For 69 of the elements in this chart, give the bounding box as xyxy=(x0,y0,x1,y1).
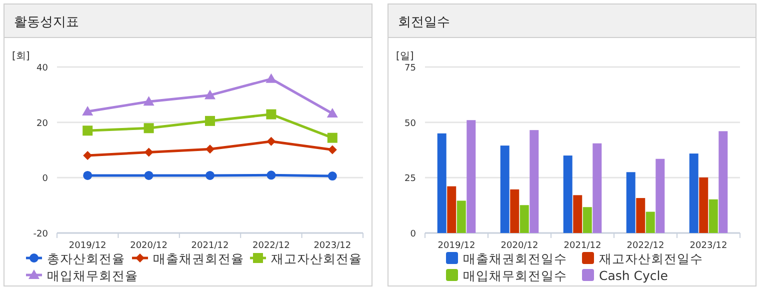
bar xyxy=(530,130,539,233)
point xyxy=(144,148,154,157)
bar xyxy=(626,172,636,233)
bar xyxy=(573,195,582,233)
legend-label: 매출채권회전일수 xyxy=(463,251,567,266)
x-tick-label: 2021/12 xyxy=(564,241,602,251)
point xyxy=(266,73,277,83)
legend-label: 매입채무회전일수 xyxy=(463,268,567,283)
bar xyxy=(699,177,708,233)
chart-title: 활동성지표 xyxy=(14,15,79,30)
y-tick-label: 75 xyxy=(404,64,416,74)
point xyxy=(266,136,276,146)
point xyxy=(326,108,338,118)
y-tick-label: 0 xyxy=(42,174,48,184)
point xyxy=(206,170,214,180)
bar xyxy=(563,156,572,233)
bar xyxy=(437,133,446,233)
bar xyxy=(582,207,592,233)
legend-label: 재고자산회전일수 xyxy=(599,251,703,266)
point xyxy=(204,90,216,100)
y-tick-label: 50 xyxy=(404,118,416,129)
legend-label: Cash Cycle xyxy=(599,268,668,283)
bar xyxy=(500,146,510,233)
bar xyxy=(689,154,698,233)
point xyxy=(206,144,214,154)
bar xyxy=(656,158,665,233)
y-tick-label: 40 xyxy=(36,64,48,74)
point xyxy=(144,170,154,180)
point xyxy=(266,109,276,120)
point xyxy=(205,116,215,126)
x-tick-label: 2019/12 xyxy=(68,241,106,251)
point xyxy=(82,126,93,136)
bar xyxy=(510,189,520,233)
bar xyxy=(636,198,646,233)
bar xyxy=(520,205,529,233)
bar xyxy=(708,199,718,233)
point xyxy=(144,123,154,134)
legend-label: 매출채권회전율 xyxy=(153,251,244,266)
bar xyxy=(447,186,456,233)
x-tick-label: 2019/12 xyxy=(438,241,476,251)
x-tick-label: 2020/12 xyxy=(500,241,538,251)
legend-label: 매입채무회전율 xyxy=(47,268,138,283)
bar xyxy=(646,212,655,233)
point xyxy=(327,132,338,143)
bar xyxy=(456,200,466,233)
y-axis-title: [회] xyxy=(12,51,30,62)
point xyxy=(143,96,154,106)
point xyxy=(82,106,94,116)
x-tick-label: 2020/12 xyxy=(130,241,168,251)
bar xyxy=(592,143,602,233)
bar xyxy=(718,131,728,233)
legend-label: 재고자산회전율 xyxy=(271,251,362,266)
x-tick-label: 2021/12 xyxy=(191,241,229,251)
point xyxy=(328,145,337,154)
x-tick-label: 2023/12 xyxy=(314,241,352,251)
point xyxy=(83,170,92,180)
x-tick-label: 2022/12 xyxy=(252,241,290,251)
point xyxy=(266,170,276,180)
x-tick-label: 2023/12 xyxy=(690,241,728,251)
y-axis-title: [일] xyxy=(396,51,414,62)
legend-label: 총자산회전율 xyxy=(47,251,125,266)
y-tick-label: -20 xyxy=(33,230,48,240)
y-tick-label: 20 xyxy=(36,118,48,129)
bar xyxy=(466,120,476,233)
x-tick-label: 2022/12 xyxy=(626,241,664,251)
chart-title: 회전일수 xyxy=(398,15,450,30)
y-tick-label: 25 xyxy=(404,174,416,184)
point xyxy=(328,172,337,181)
y-tick-label: 0 xyxy=(410,230,416,240)
